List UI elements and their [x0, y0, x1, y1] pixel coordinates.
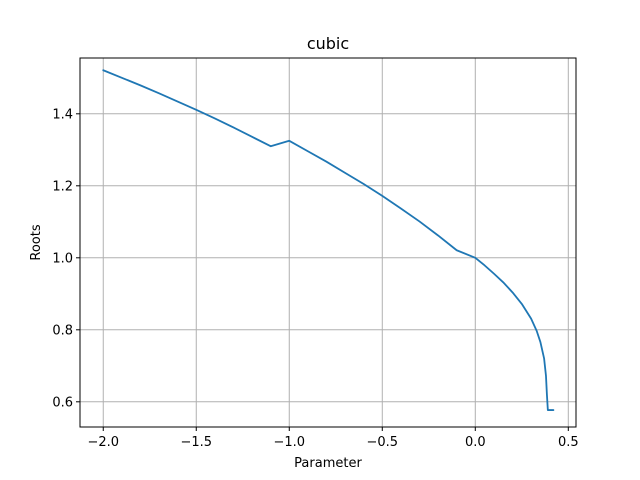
x-tick-label: −2.0 [87, 435, 119, 450]
y-axis-label: Roots [29, 224, 44, 260]
plot-frame [79, 57, 577, 428]
x-tick-label: −1.5 [180, 435, 212, 450]
x-tick-label: 0.0 [465, 435, 486, 450]
ticks: −2.0 −1.5 −1.0 −0.5 0.0 0.5 0.6 0.8 1.0 1.2 1.4 [52, 107, 578, 450]
y-tick-label: 1.0 [52, 251, 73, 266]
series-line [102, 69, 555, 411]
y-tick-label: 0.8 [52, 323, 73, 338]
y-tick-label: 1.4 [52, 107, 73, 122]
x-tick-label: −0.5 [366, 435, 398, 450]
x-axis-label: Parameter [294, 456, 362, 471]
series-group [102, 69, 555, 411]
x-tick-label: −1.0 [273, 435, 305, 450]
x-tick-label: 0.5 [558, 435, 579, 450]
grid [80, 58, 576, 427]
y-tick-label: 1.2 [52, 179, 73, 194]
y-tick-label: 0.6 [52, 395, 73, 410]
chart-title: cubic [307, 34, 349, 53]
